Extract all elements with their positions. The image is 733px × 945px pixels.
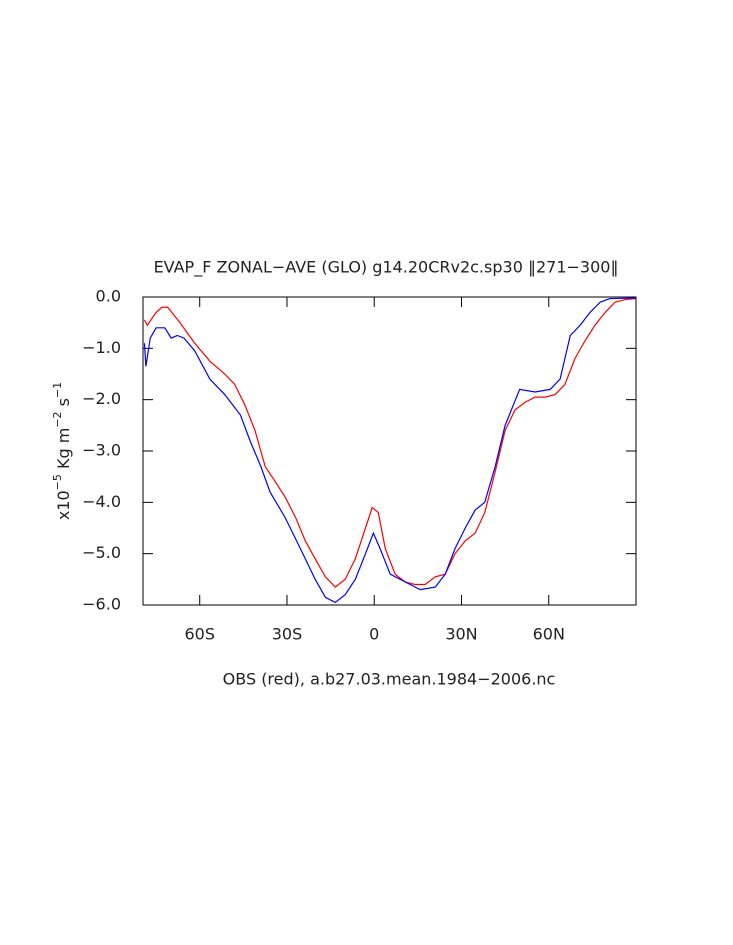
y-label-part: s — [54, 398, 73, 411]
x-axis-label: OBS (red), a.b27.03.mean.1984−2006.nc — [223, 670, 556, 689]
y-axis-label: x10−5 Kg m−2 s−1 — [51, 382, 73, 520]
y-label-superscript: −5 — [51, 474, 64, 490]
y-tick-label: −5.0 — [82, 543, 121, 562]
series-line — [143, 297, 637, 604]
x-tick-label: 0 — [369, 625, 379, 644]
y-label-part: x10 — [54, 490, 73, 520]
x-tick-label: 60N — [533, 625, 565, 644]
y-label-superscript: −2 — [51, 411, 64, 427]
series-line — [143, 297, 637, 588]
y-label-part: Kg m — [54, 428, 73, 474]
chart-title: EVAP_F ZONAL−AVE (GLO) g14.20CRv2c.sp30 … — [154, 258, 619, 278]
x-tick-label: 30N — [445, 625, 477, 644]
y-tick-label: −1.0 — [82, 338, 121, 357]
y-tick-label: 0.0 — [96, 287, 121, 306]
x-tick-label: 30S — [272, 625, 303, 644]
y-label-superscript: −1 — [51, 382, 64, 398]
y-tick-label: −6.0 — [82, 595, 121, 614]
y-tick-label: −4.0 — [82, 492, 121, 511]
y-tick-label: −3.0 — [82, 441, 121, 460]
x-tick-label: 60S — [184, 625, 215, 644]
y-tick-label: −2.0 — [82, 389, 121, 408]
